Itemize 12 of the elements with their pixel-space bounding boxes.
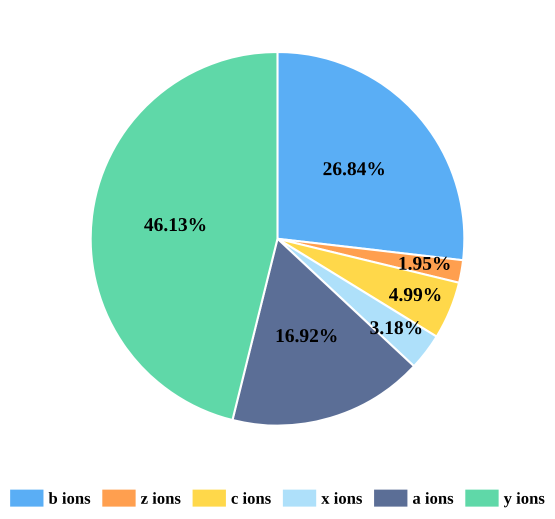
data-label: 16.92% [276,329,336,342]
legend-label: y ions [504,492,544,508]
data-label: 26.84% [323,162,384,176]
data-label: 4.99% [389,288,440,302]
legend-label: x ions [321,492,362,504]
legend-label: c ions [231,492,271,504]
data-label: 46.13% [144,218,206,232]
legend-label: z ions [140,492,181,504]
legend-label: a ions [412,492,454,504]
legend-label: b ions [48,492,90,504]
data-label: 3.18% [370,321,422,334]
data-label: 1.95% [399,256,450,270]
